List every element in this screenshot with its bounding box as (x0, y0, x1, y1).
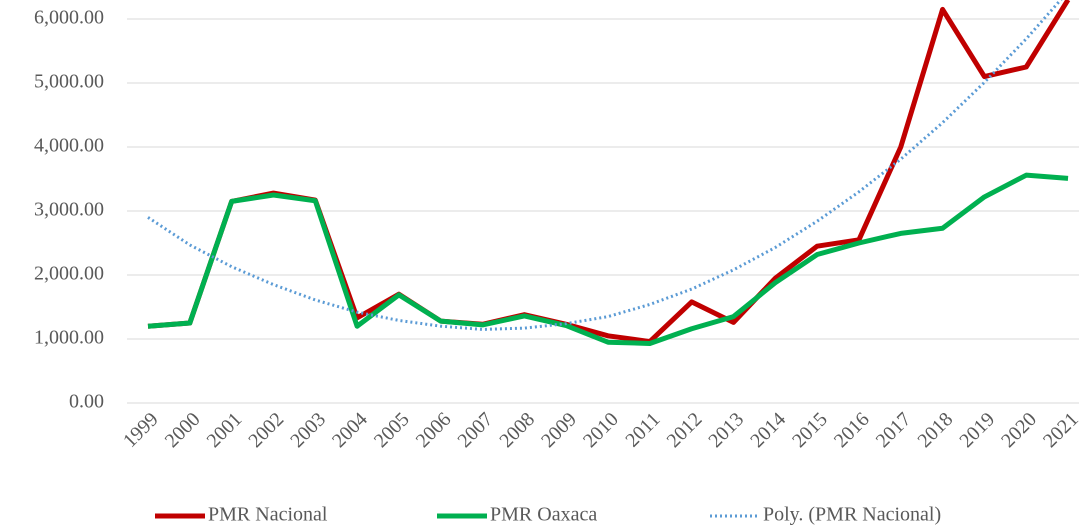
x-tick-label: 2017 (872, 408, 916, 452)
x-tick-label: 2002 (244, 408, 288, 452)
y-tick-label: 0.00 (69, 391, 104, 413)
series-line (147, 172, 1069, 346)
x-tick-label: 2005 (370, 408, 414, 452)
x-tick-label: 1999 (119, 408, 163, 452)
plot-area (147, 0, 1071, 346)
x-tick-label: 2008 (495, 408, 539, 452)
y-tick-label: 4,000.00 (34, 135, 104, 157)
y-tick-label: 5,000.00 (34, 71, 104, 93)
x-tick-label: 2007 (454, 408, 498, 452)
x-tick-label: 2016 (830, 408, 874, 452)
x-tick-label: 2006 (412, 408, 456, 452)
legend-label: PMR Oaxaca (490, 504, 597, 526)
x-tick-label: 2001 (203, 408, 247, 452)
x-tick-label: 2012 (663, 408, 707, 452)
y-tick-label: 2,000.00 (34, 263, 104, 285)
x-tick-label: 2020 (997, 408, 1041, 452)
x-tick-label: 2019 (955, 408, 999, 452)
y-tick-label: 3,000.00 (34, 199, 104, 221)
legend-label: Poly. (PMR Nacional) (763, 504, 941, 526)
x-tick-label: 2000 (161, 408, 205, 452)
legend-label: PMR Nacional (208, 504, 328, 526)
x-tick-label: 2015 (788, 408, 832, 452)
x-tick-label: 2011 (621, 408, 664, 451)
x-tick-label: 2004 (328, 408, 372, 452)
x-tick-label: 2009 (537, 408, 581, 452)
y-tick-label: 6,000.00 (34, 7, 104, 29)
x-tick-label: 2010 (579, 408, 623, 452)
y-tick-label: 1,000.00 (34, 327, 104, 349)
x-tick-label: 2021 (1039, 408, 1079, 452)
x-tick-label: 2013 (704, 408, 748, 452)
x-tick-label: 2018 (914, 408, 958, 452)
x-tick-label: 2003 (286, 408, 330, 452)
x-tick-label: 2014 (746, 408, 790, 452)
